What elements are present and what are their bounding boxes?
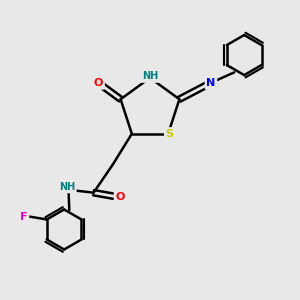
- Text: O: O: [94, 78, 103, 88]
- Text: F: F: [20, 212, 28, 221]
- Text: S: S: [166, 129, 174, 139]
- Text: N: N: [206, 78, 215, 88]
- Text: NH: NH: [59, 182, 75, 192]
- Text: NH: NH: [142, 71, 158, 81]
- Text: O: O: [116, 192, 125, 202]
